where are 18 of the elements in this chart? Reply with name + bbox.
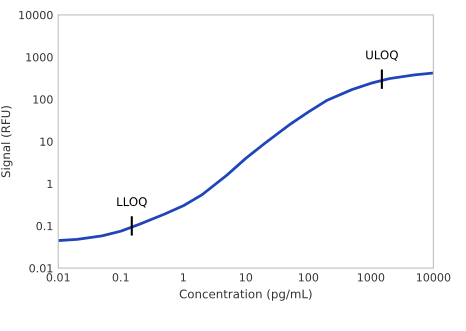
y-tick-label: 0.1 [36, 222, 52, 230]
y-tick-label: 100 [33, 95, 53, 104]
x-tick-label: 100 [298, 273, 318, 282]
x-tick-label: 10000 [416, 273, 450, 282]
x-axis-title: Concentration (pg/mL) [180, 289, 312, 301]
y-tick-label: 10 [40, 137, 53, 146]
y-tick-label: 10000 [19, 10, 53, 20]
y-tick-label: 0.01 [29, 264, 52, 272]
x-tick-label: 0.01 [46, 273, 70, 282]
x-tick-label: 0.1 [112, 273, 129, 282]
y-axis-title: Signal (RFU) [1, 106, 12, 178]
x-tick-label: 10 [240, 273, 252, 282]
x-tick-label: 1 [180, 273, 186, 282]
annotation: ULOQ [366, 50, 398, 61]
annotation: LLOQ [117, 197, 147, 208]
y-tick-label: 1000 [26, 53, 53, 62]
y-tick-label: 1 [48, 180, 52, 188]
x-tick-label: 1000 [358, 273, 384, 282]
